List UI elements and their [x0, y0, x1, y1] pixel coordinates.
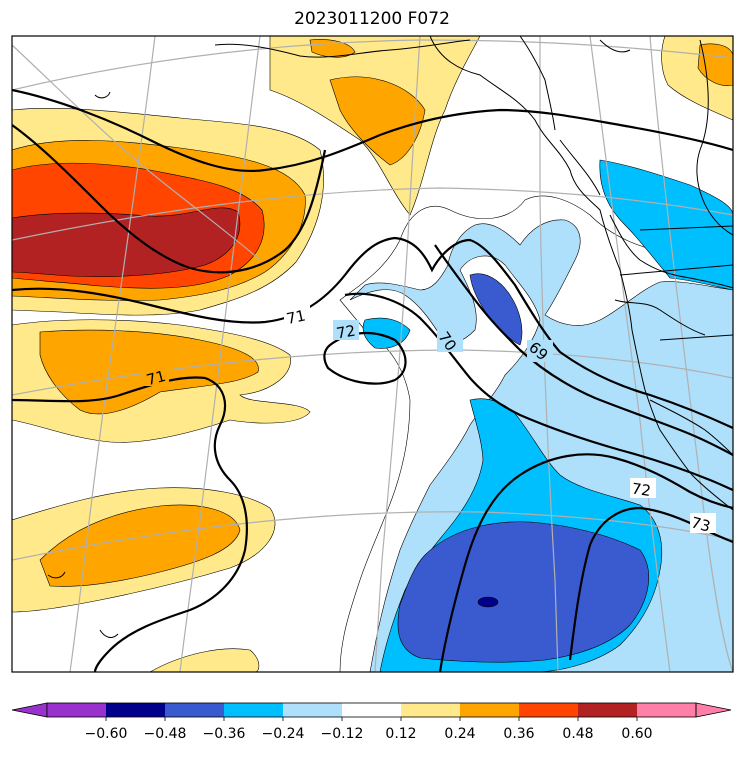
- height-contours: [12, 88, 733, 672]
- colorbar-tick-label: 0.36: [503, 726, 534, 742]
- colorbar-segment: [165, 703, 224, 717]
- colorbar-segment: [224, 703, 283, 717]
- colorbar-tick-label: −0.48: [144, 726, 187, 742]
- map-frame: [11, 35, 734, 673]
- colorbar-segment: [519, 703, 578, 717]
- map-panel: 71 72 70 69 71 72 73: [12, 36, 733, 672]
- colorbar-segment: [106, 703, 165, 717]
- contour-72-loop: [323, 331, 407, 385]
- colorbar-tick-label: −0.36: [203, 726, 246, 742]
- colorbar-tick-label: −0.12: [321, 726, 364, 742]
- anomaly-fill-0p12: [149, 648, 260, 672]
- contour-label-72-b: 72: [631, 480, 652, 500]
- anomaly-fill--0p36: [362, 317, 411, 349]
- contour-70: [344, 292, 733, 492]
- contour-label-73: 73: [689, 513, 712, 535]
- colorbar-outline: [46, 702, 697, 718]
- colorbar-segment: [342, 703, 401, 717]
- contour-northwest: [12, 88, 733, 173]
- positive-anomaly-southwest: [12, 487, 276, 672]
- coastlines: [47, 36, 733, 638]
- colorbar-extend-high: [695, 702, 732, 718]
- colorbar-tick-label: −0.60: [85, 726, 128, 742]
- anomaly-fill--0p60: [477, 596, 499, 608]
- colorbar-segment: [578, 703, 637, 717]
- contour-72-south: [438, 453, 733, 672]
- graticule: [12, 36, 733, 672]
- anomaly-fill--0p48: [469, 273, 523, 346]
- colorbar-segment: [637, 703, 696, 717]
- anomaly-fill-0p24: [39, 504, 241, 587]
- contour-69: [434, 244, 733, 456]
- colorbar-segment: [401, 703, 460, 717]
- colorbar-tick-label: 0.12: [385, 726, 416, 742]
- contour-label-71-a: 71: [285, 306, 307, 328]
- contour-labels: 71 72 70 69 71 72 73: [143, 305, 716, 536]
- colorbar-tick-label: −0.24: [262, 726, 305, 742]
- contour-73: [568, 506, 733, 661]
- map-title: 2023011200 F072: [294, 9, 450, 29]
- colorbar-tick-label: 0.60: [621, 726, 652, 742]
- anomaly-fill--0p36: [599, 159, 733, 291]
- contour-71-lower: [12, 376, 248, 672]
- positive-anomaly-west: [12, 107, 324, 316]
- colorbar-segment: [460, 703, 519, 717]
- contour-label-72-a: 72: [335, 322, 357, 343]
- contour-label-71-b: 71: [145, 367, 168, 389]
- colorbar-segment: [47, 703, 106, 717]
- colorbar-tick-label: 0.24: [444, 726, 475, 742]
- colorbar-tick-label: 0.48: [562, 726, 593, 742]
- colorbar: −0.60 −0.48 −0.36 −0.24 −0.12 0.12 0.24 0.36 0.4…: [11, 702, 732, 742]
- contour-71-upper: [12, 236, 733, 429]
- colorbar-segment: [283, 703, 342, 717]
- colorbar-extend-low: [11, 702, 48, 718]
- contour-west-low: [12, 124, 327, 274]
